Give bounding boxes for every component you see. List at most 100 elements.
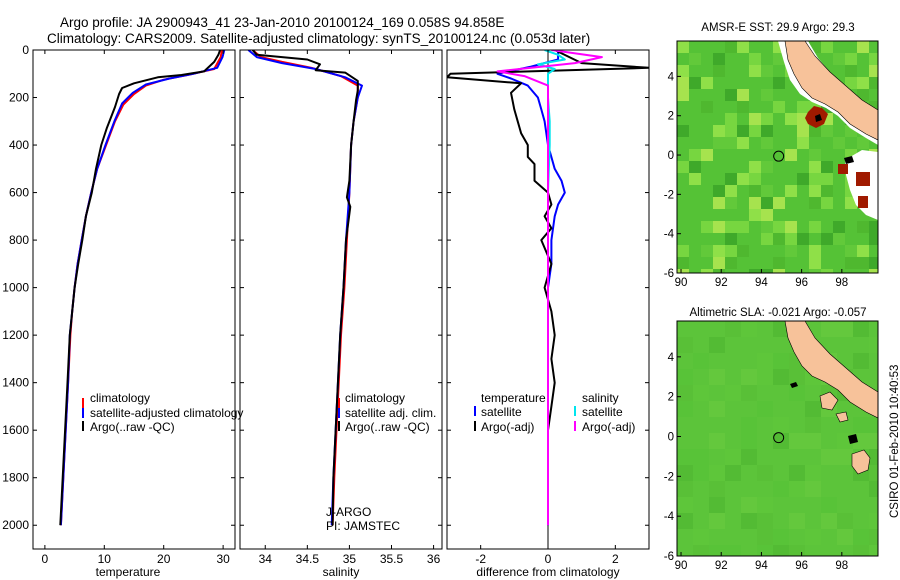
map-cell	[845, 65, 857, 77]
difference-series-3	[536, 50, 566, 526]
y-tick-label: -4	[664, 511, 675, 523]
map-cell	[773, 417, 789, 433]
salinity-series-1	[251, 50, 359, 526]
x-tick-label: -2	[475, 552, 486, 566]
map-cell	[845, 245, 857, 257]
map-cell	[853, 417, 869, 433]
x-tick-label: 34	[259, 552, 273, 566]
x-tick-label: 96	[795, 277, 808, 289]
map-cell	[789, 513, 805, 529]
map-cell	[725, 41, 737, 53]
map-cell	[693, 529, 709, 545]
map-cell	[857, 245, 869, 257]
map-cell	[677, 465, 693, 481]
map-cell	[725, 233, 737, 245]
map-cell	[809, 197, 821, 209]
salinity-series-3	[251, 50, 359, 526]
map-cell	[809, 173, 821, 185]
map-cell	[713, 185, 725, 197]
map-cell	[701, 221, 713, 233]
map-cell	[713, 245, 725, 257]
map-cell	[725, 465, 741, 481]
legend-label-sal-argo: Argo(-adj)	[582, 420, 635, 434]
map-cell	[677, 257, 689, 269]
map-cell	[757, 401, 773, 417]
map-cell	[773, 101, 785, 113]
temperature-frame	[32, 49, 236, 550]
map-cell	[821, 233, 833, 245]
map-cell	[773, 197, 785, 209]
difference-series-4	[496, 50, 603, 526]
map-cell	[789, 433, 805, 449]
map-cell	[761, 209, 773, 221]
map-cell	[749, 269, 761, 273]
figure-title-line2: Climatology: CARS2009. Satellite-adjuste…	[47, 31, 590, 46]
y-tick-label: 2000	[2, 518, 29, 532]
map-cell	[677, 497, 693, 513]
temperature-series-1	[59, 50, 223, 526]
legend-label-argo: Argo(..raw -QC)	[345, 420, 430, 434]
map-cell	[709, 513, 725, 529]
y-tick-label: 600	[9, 186, 29, 200]
map-cell	[677, 369, 693, 385]
map-cell	[713, 53, 725, 65]
x-tick-label: 35.5	[380, 552, 404, 566]
argo-float-marker	[773, 432, 785, 444]
map-cell	[737, 41, 749, 53]
sst-map-title: AMSR-E SST: 29.9 Argo: 29.3	[701, 22, 854, 34]
map-cell	[821, 513, 837, 529]
map-cell	[869, 449, 878, 465]
map-cell	[821, 185, 833, 197]
sla-map-title: Altimetric SLA: -0.021 Argo: -0.057	[689, 307, 866, 319]
map-cell	[677, 513, 693, 529]
map-cell	[845, 77, 857, 89]
x-tick-label: 36	[427, 552, 441, 566]
sst-map-panel: AMSR-E SST: 29.9 Argo: 29.3 90 92 94 96 98 -6…	[664, 22, 879, 289]
map-cell	[741, 513, 757, 529]
y-tick-label: 1200	[2, 328, 29, 342]
difference-plot-area	[447, 50, 649, 549]
x-tick-label: 92	[715, 277, 728, 289]
map-cell	[701, 77, 713, 89]
legend-title-temperature: temperature	[481, 391, 546, 405]
map-cell	[741, 433, 757, 449]
map-cell	[749, 53, 761, 65]
sla-map-frame	[676, 320, 879, 557]
temperature-series-2	[59, 50, 226, 526]
map-cell	[773, 221, 785, 233]
map-cell	[725, 125, 737, 137]
map-cell	[821, 161, 833, 173]
sst-map-area	[677, 41, 878, 273]
difference-series-1	[496, 50, 566, 526]
map-cell	[805, 529, 821, 545]
map-cell	[857, 77, 869, 89]
map-cell	[805, 417, 821, 433]
map-cell	[701, 269, 713, 273]
map-cell	[857, 221, 869, 233]
map-cell	[869, 77, 878, 89]
legend-label-climatology: climatology	[345, 391, 405, 405]
island-outline	[790, 382, 798, 388]
map-cell	[749, 173, 761, 185]
map-cell	[853, 433, 869, 449]
map-cell	[749, 125, 761, 137]
map-cell	[821, 173, 833, 185]
map-cell	[797, 125, 809, 137]
map-cell	[805, 401, 821, 417]
salinity-panel: 34 34.5 35 35.5 36 salinity climatology sate…	[239, 49, 443, 579]
x-tick-label: 96	[795, 560, 808, 572]
sst-hot-cell	[858, 196, 868, 208]
map-cell	[797, 173, 809, 185]
map-cell	[713, 137, 725, 149]
map-cell	[709, 401, 725, 417]
map-cell	[773, 369, 789, 385]
map-cell	[713, 269, 725, 273]
map-cell	[785, 149, 797, 161]
island-land	[835, 411, 849, 423]
map-cell	[789, 385, 805, 401]
map-cell	[737, 137, 749, 149]
x-tick-label: 34.5	[296, 552, 320, 566]
map-cell	[809, 269, 821, 273]
map-cell	[833, 137, 845, 149]
sumatra-land	[784, 321, 878, 419]
